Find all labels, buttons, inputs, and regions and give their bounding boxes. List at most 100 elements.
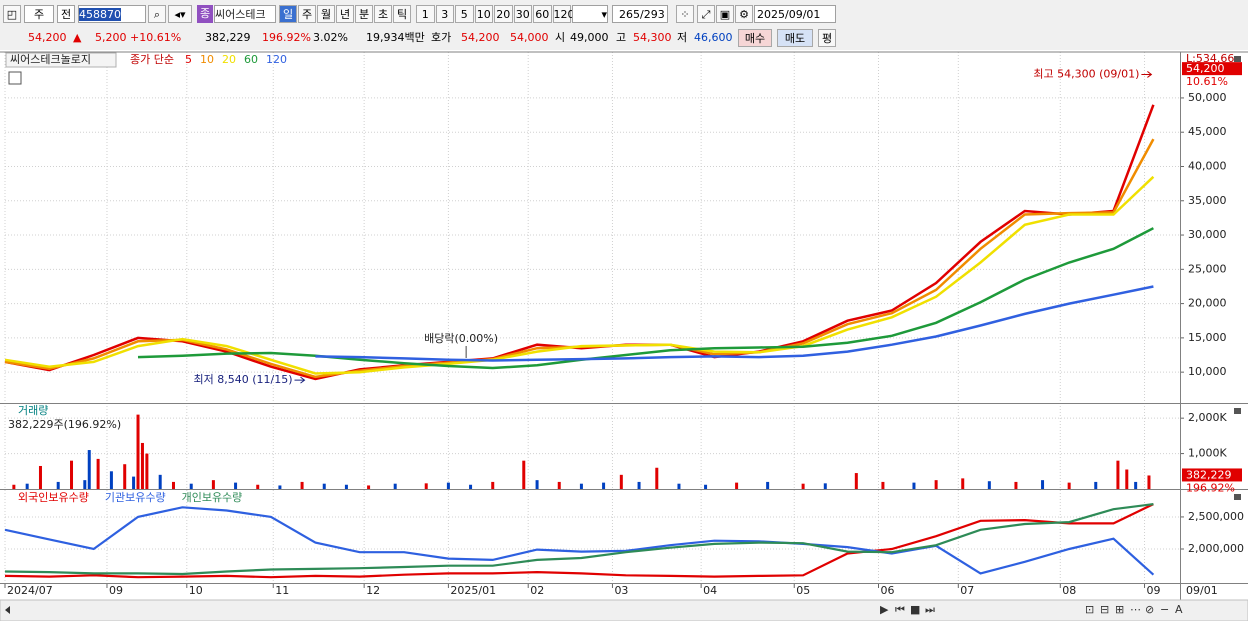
toolbar-button[interactable]: 60	[533, 5, 552, 23]
x-tick-label: 06	[880, 584, 894, 597]
x-tick-label: 03	[614, 584, 628, 597]
code-input[interactable]: 458870	[78, 5, 146, 23]
volume-bar	[38, 465, 42, 489]
volume-bar	[393, 483, 397, 489]
volume-bar	[300, 481, 304, 489]
toolbar-button[interactable]: 5	[455, 5, 474, 23]
volume-bar	[535, 480, 539, 489]
scroll-control[interactable]: ⏮	[895, 603, 905, 616]
y-tick-label: 2,500,000	[1188, 510, 1244, 523]
scroll-control[interactable]: ⋯	[1130, 603, 1141, 616]
volume-bar	[469, 484, 473, 489]
buy-button[interactable]: 매수	[738, 29, 772, 47]
volume-bar	[1147, 475, 1151, 489]
toolbar-button[interactable]: 월	[317, 5, 335, 23]
scroll-control[interactable]: ⊘	[1145, 603, 1154, 616]
high-label: 고	[616, 31, 627, 44]
date-input[interactable]: 2025/09/01	[754, 5, 836, 23]
toolbar-button[interactable]: 20	[494, 5, 513, 23]
scroll-control[interactable]: ⏭	[925, 603, 935, 616]
panel-subtitle: 382,229주(196.92%)	[8, 418, 121, 431]
toolbar-button[interactable]: 분	[355, 5, 373, 23]
volume-bar	[1067, 482, 1071, 489]
search-button[interactable]: ⌕	[148, 5, 166, 23]
title-box	[5, 52, 117, 68]
series-line	[4, 175, 1155, 375]
avg-button[interactable]: 평	[818, 29, 836, 47]
scroll-control[interactable]: ⊟	[1100, 603, 1109, 616]
volume-bar	[344, 484, 348, 489]
toolbar-button[interactable]: 틱	[393, 5, 411, 23]
sound-button[interactable]: ◂▾	[168, 5, 192, 23]
badge: 종	[197, 5, 213, 23]
volume-bar	[1116, 460, 1120, 489]
volume-bar	[912, 482, 916, 489]
volume-bar	[140, 442, 144, 489]
volume-bar	[1041, 480, 1045, 489]
sell-button[interactable]: 매도	[777, 29, 813, 47]
y-tick-label: 20,000	[1188, 297, 1227, 310]
volume-bar	[278, 485, 282, 489]
prev-button[interactable]: 전	[57, 5, 75, 23]
last-value-label: 54,200	[1186, 62, 1225, 75]
scroll-control[interactable]: −	[1160, 603, 1169, 616]
scroll-control[interactable]: A	[1175, 603, 1183, 616]
series-line	[4, 503, 1154, 576]
x-tick-label: 09	[109, 584, 123, 597]
volume-bar	[602, 482, 606, 489]
toolbar-button[interactable]: 30	[513, 5, 532, 23]
volume-bar	[987, 481, 991, 489]
x-tick-label: 2024/07	[7, 584, 53, 597]
last-change-label: 10.61%	[1186, 75, 1228, 88]
scroll-control[interactable]: ⊡	[1085, 603, 1094, 616]
scroll-control[interactable]: ▶	[880, 603, 889, 616]
menu-icon[interactable]: ◰	[3, 5, 21, 23]
x-tick-label: 05	[796, 584, 810, 597]
scroll-control[interactable]: ⊞	[1115, 603, 1124, 616]
tool-icon[interactable]: ⤢	[697, 5, 715, 23]
x-tick-label: 07	[960, 584, 974, 597]
volume-bar	[189, 483, 193, 489]
market-select[interactable]: 주	[24, 5, 54, 23]
legend-entry: 기관보유수량	[105, 491, 166, 504]
toolbar-button[interactable]: 초	[374, 5, 392, 23]
toolbar-button[interactable]: 일	[279, 5, 297, 23]
volume-bar	[367, 485, 371, 489]
settings-icon[interactable]: ⚙	[735, 5, 753, 23]
series-line	[137, 227, 1154, 370]
low-label: 저	[677, 31, 688, 44]
panel-close	[1234, 408, 1241, 414]
toolbar-button[interactable]: 1	[416, 5, 435, 23]
scroll-control[interactable]: ■	[910, 603, 920, 616]
interval-dropdown[interactable]: ▾	[572, 5, 608, 23]
save-icon[interactable]: ▣	[716, 5, 734, 23]
toolbar-button[interactable]: 주	[298, 5, 316, 23]
panel-close	[1234, 56, 1241, 62]
turnover: 3.02%	[313, 31, 348, 44]
volume-bar	[735, 482, 739, 489]
toolbar-button[interactable]: 년	[336, 5, 354, 23]
y-tick-label: 15,000	[1188, 331, 1227, 344]
legend-entry: 개인보유수량	[182, 491, 243, 504]
y-tick-label: 1,000K	[1188, 447, 1227, 460]
calc-icon	[8, 71, 22, 85]
tool-icon[interactable]: ⁘	[676, 5, 694, 23]
volume-bar	[766, 481, 770, 489]
series-line	[315, 285, 1154, 362]
toolbar-button[interactable]: 120	[552, 5, 575, 23]
volume-bar	[677, 483, 681, 489]
volume: 382,229	[205, 31, 251, 44]
legend-entry: 외국인보유수량	[18, 491, 89, 504]
scroll-left	[5, 606, 10, 614]
stock-name[interactable]: 씨어스테크	[214, 5, 276, 23]
code-text: 458870	[79, 8, 121, 21]
toolbar-button[interactable]: 3	[435, 5, 454, 23]
price: 54,200	[28, 31, 67, 44]
volume-bar	[256, 484, 260, 489]
volume-bar	[158, 474, 162, 489]
low: 46,600	[694, 31, 733, 44]
toolbar-button[interactable]: 10	[474, 5, 493, 23]
quote-bar: 54,200 ▲ 5,200 +10.61% 382,229 196.92% 3…	[0, 28, 1248, 51]
count-box[interactable]: 265/293	[612, 5, 668, 23]
